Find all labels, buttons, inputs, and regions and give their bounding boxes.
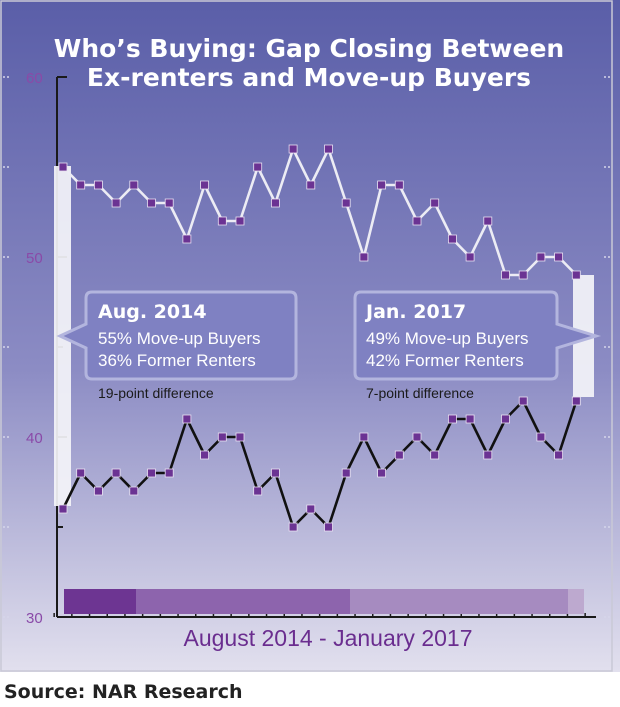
series-point-renters xyxy=(430,450,440,460)
series-point-move_up xyxy=(129,180,139,190)
series-point-move_up xyxy=(235,216,245,226)
series-point-renters xyxy=(571,396,581,406)
series-point-renters xyxy=(306,504,316,514)
timeline-segment-2015 xyxy=(136,589,350,614)
y-tick-label-30: 30 xyxy=(26,610,43,627)
callout-aug-2014-box xyxy=(56,290,298,381)
series-point-renters xyxy=(359,432,369,442)
series-point-renters xyxy=(394,450,404,460)
series-point-renters xyxy=(324,522,333,532)
series-point-renters xyxy=(412,432,422,442)
y-tick-label-40: 40 xyxy=(26,430,43,447)
series-point-move_up xyxy=(465,252,475,262)
series-point-renters xyxy=(147,468,156,478)
series-point-renters xyxy=(182,414,192,424)
callout-aug-2014: Aug. 2014 55% Move-up Buyers 36% Former … xyxy=(56,290,298,401)
callout-aug-2014-difference: 19-point difference xyxy=(98,385,214,401)
series-point-move_up xyxy=(447,234,457,244)
series-point-move_up xyxy=(164,198,174,208)
series-point-renters xyxy=(536,432,546,442)
series-point-move_up xyxy=(554,252,563,262)
grid-layer xyxy=(3,76,610,618)
series-point-renters xyxy=(501,414,510,424)
series-point-renters xyxy=(288,522,298,532)
series-point-move_up xyxy=(430,198,440,208)
callout-aug-2014-title: Aug. 2014 xyxy=(98,301,207,323)
timeline-segment-2014 xyxy=(64,589,136,614)
y-tick-label-50: 50 xyxy=(26,250,43,267)
series-point-move_up xyxy=(76,180,86,190)
series-point-renters xyxy=(341,468,351,478)
series-point-renters xyxy=(111,468,121,478)
series-point-move_up xyxy=(412,216,422,226)
series-point-move_up xyxy=(359,252,369,262)
series-point-move_up xyxy=(182,234,192,244)
series-point-move_up xyxy=(200,180,210,190)
timeline-bar xyxy=(64,589,584,614)
series-point-renters xyxy=(447,414,457,424)
series-point-renters xyxy=(217,432,227,442)
series-point-move_up xyxy=(111,198,121,208)
series-point-move_up xyxy=(253,162,263,172)
series-point-move_up xyxy=(341,198,351,208)
callout-jan-2017-renters: 42% Former Renters xyxy=(366,351,524,370)
series-point-renters xyxy=(76,468,86,478)
series-point-move_up xyxy=(217,216,227,226)
series-point-renters xyxy=(554,450,563,460)
series-point-renters xyxy=(518,396,528,406)
callout-aug-2014-move-up: 55% Move-up Buyers xyxy=(98,329,261,348)
series-point-move_up xyxy=(288,144,298,154)
callout-jan-2017-move-up: 49% Move-up Buyers xyxy=(366,329,529,348)
series-point-move_up xyxy=(501,270,510,280)
series-point-move_up xyxy=(483,216,493,226)
chart-title-line-1: Who’s Buying: Gap Closing Between xyxy=(54,34,564,63)
chart-frame xyxy=(0,0,613,672)
series-point-move_up xyxy=(306,180,316,190)
series-point-renters xyxy=(58,504,68,514)
series-point-move_up xyxy=(324,144,333,154)
timeline-segment-2016 xyxy=(350,589,568,614)
timeline-segment-2017 xyxy=(568,589,584,614)
source-note: Source: NAR Research xyxy=(4,681,243,703)
series-point-move_up xyxy=(394,180,404,190)
series-point-renters xyxy=(483,450,493,460)
callout-jan-2017-title: Jan. 2017 xyxy=(364,301,466,323)
chart-title-line-2: Ex-renters and Move-up Buyers xyxy=(87,63,531,92)
series-point-move_up xyxy=(270,198,280,208)
series-point-renters xyxy=(94,486,103,496)
series-point-renters xyxy=(377,468,387,478)
callout-jan-2017: Jan. 2017 49% Move-up Buyers 42% Former … xyxy=(353,290,602,401)
series-point-move_up xyxy=(94,180,103,190)
series-point-renters xyxy=(465,414,475,424)
y-tick-label-60: 60 xyxy=(26,70,43,87)
series-point-renters xyxy=(270,468,280,478)
series-layer xyxy=(58,144,581,532)
series-point-move_up xyxy=(377,180,387,190)
series-point-move_up xyxy=(147,198,156,208)
x-axis-label: August 2014 - January 2017 xyxy=(184,625,473,651)
series-point-move_up xyxy=(536,252,546,262)
series-point-renters xyxy=(253,486,263,496)
series-point-move_up xyxy=(58,162,68,172)
callout-jan-2017-box xyxy=(353,290,602,381)
callout-aug-2014-renters: 36% Former Renters xyxy=(98,351,256,370)
series-point-renters xyxy=(164,468,174,478)
series-point-renters xyxy=(129,486,139,496)
series-point-move_up xyxy=(571,270,581,280)
series-point-renters xyxy=(200,450,210,460)
series-point-renters xyxy=(235,432,245,442)
series-point-move_up xyxy=(518,270,528,280)
callout-jan-2017-difference: 7-point difference xyxy=(366,385,474,401)
